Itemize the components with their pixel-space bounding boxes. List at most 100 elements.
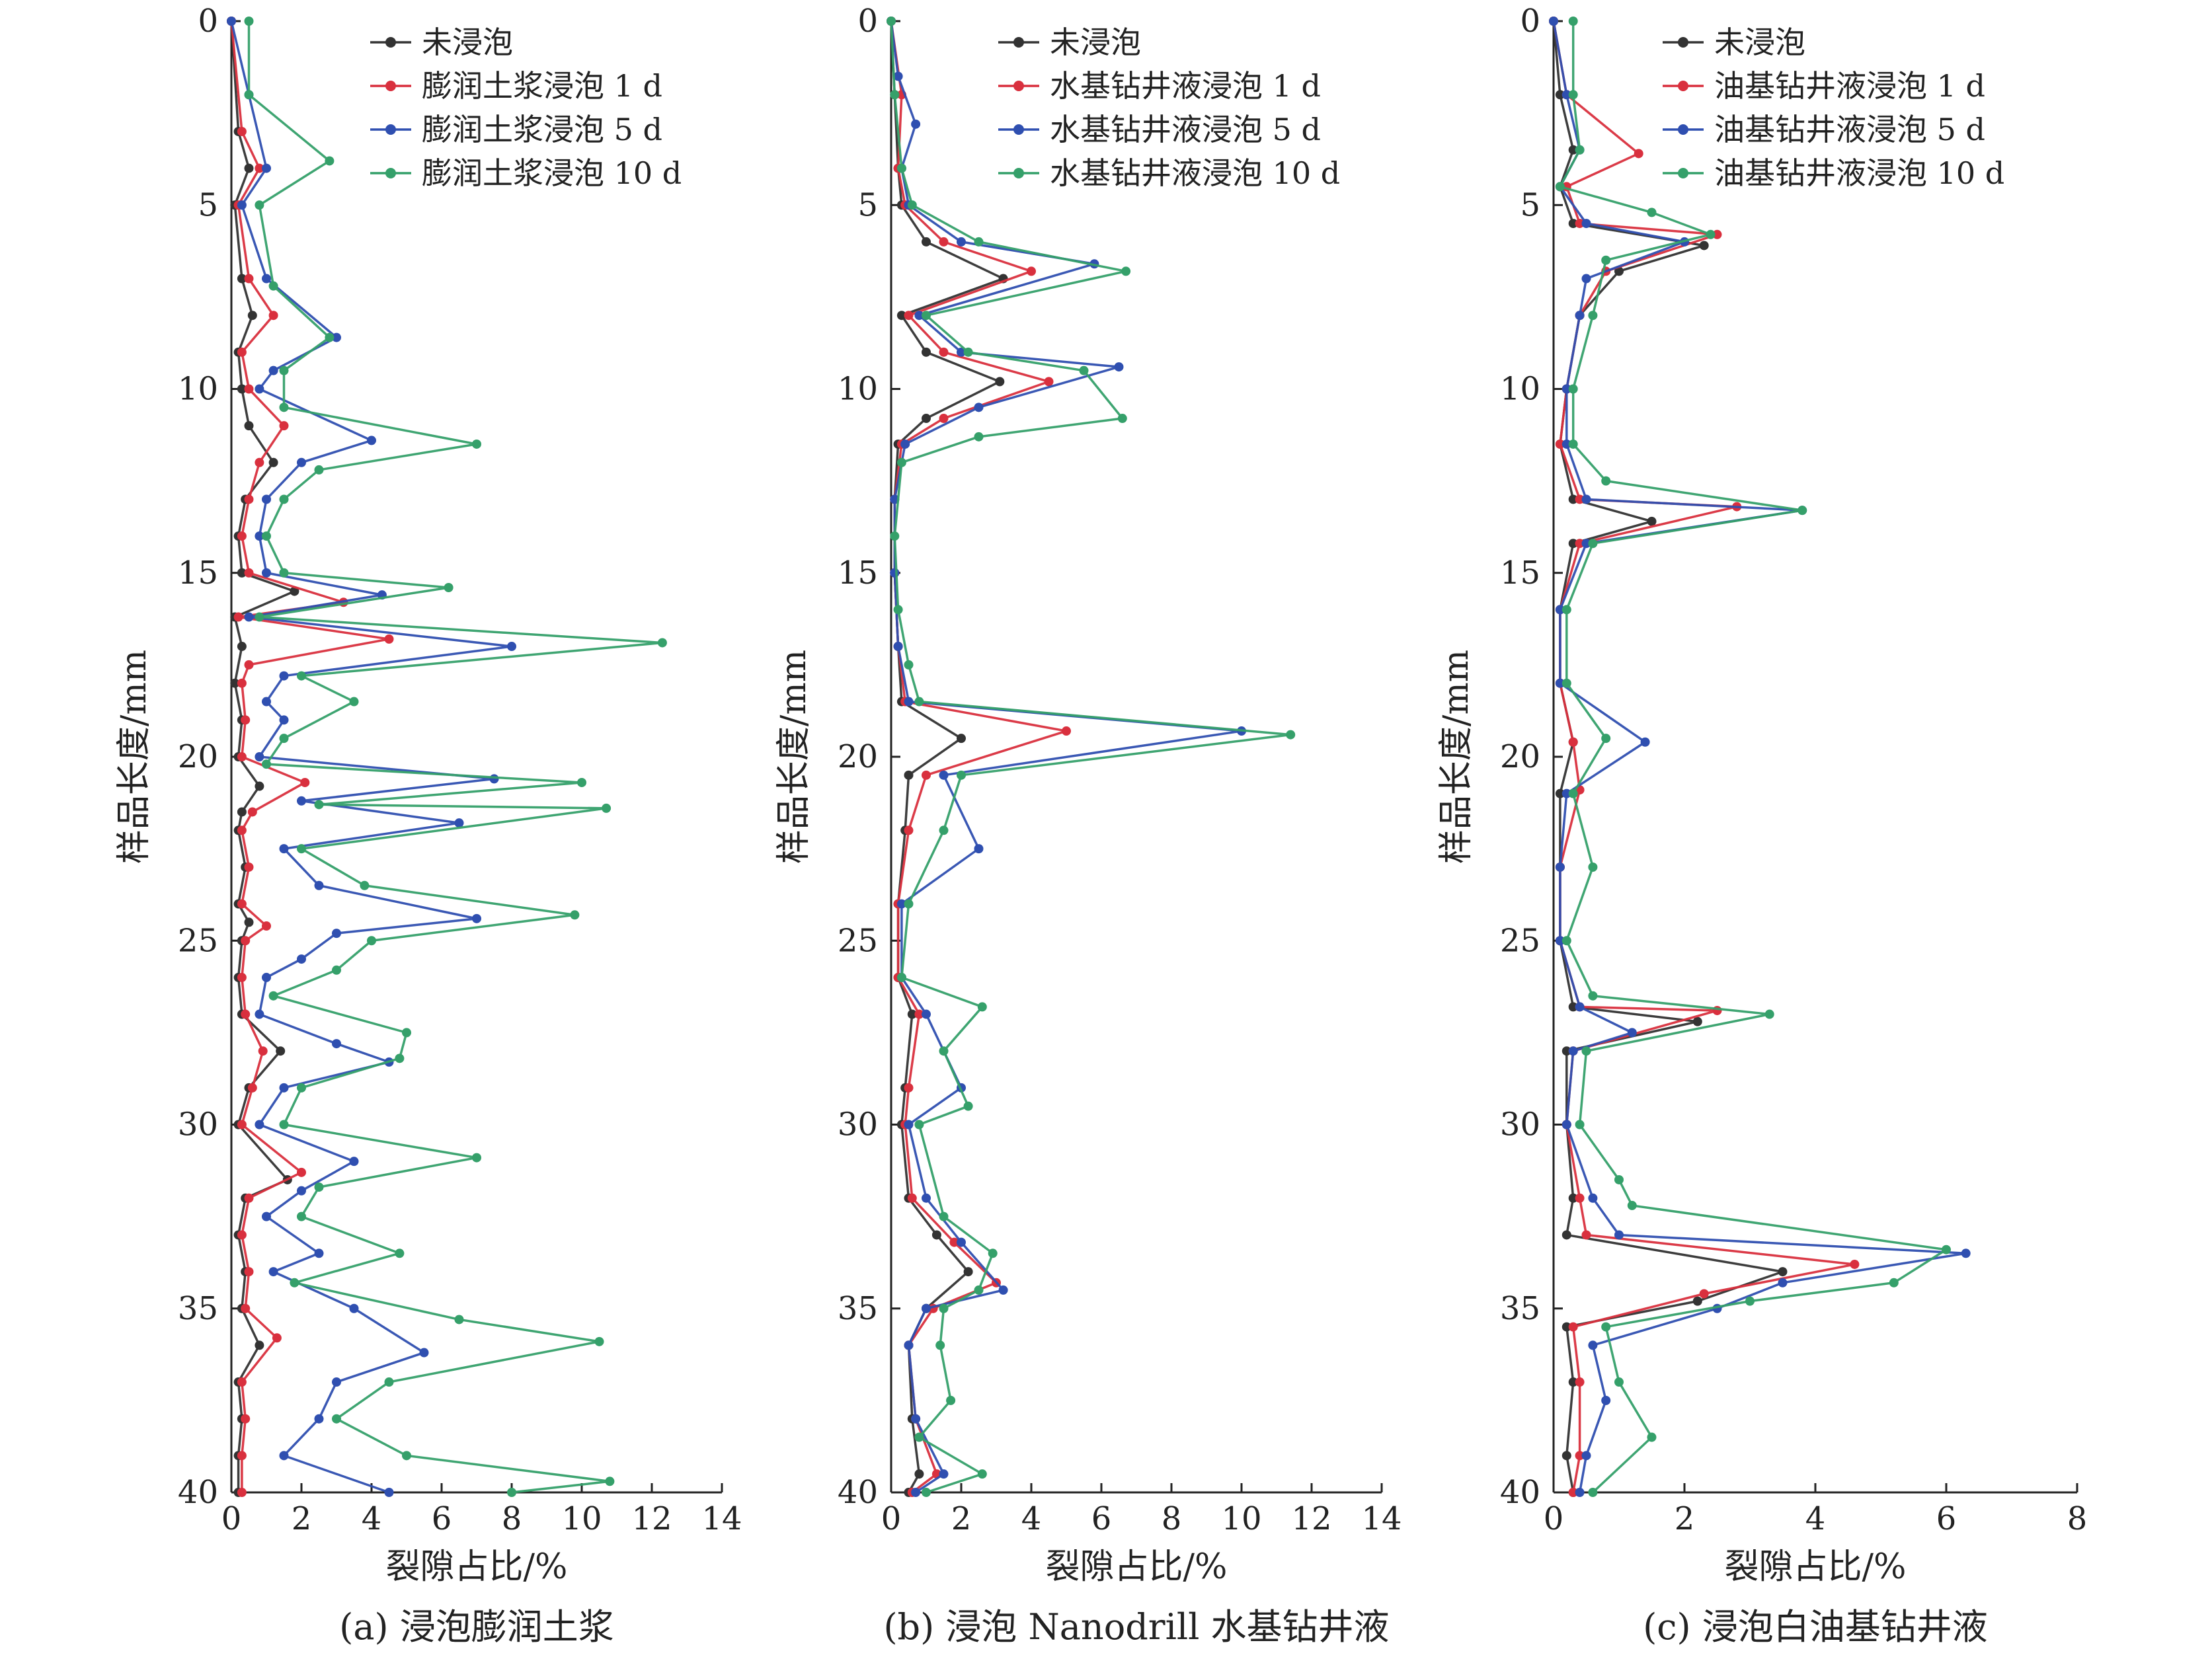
data-point [1575, 1002, 1585, 1012]
legend-label: 水基钻井液浸泡 5 d [1050, 112, 1321, 147]
y-tick-label: 5 [1520, 186, 1540, 223]
data-point [244, 274, 254, 284]
data-point [237, 1488, 247, 1497]
data-point [1614, 266, 1624, 276]
data-point [1575, 494, 1585, 504]
data-point [1568, 1488, 1578, 1497]
data-point [332, 1377, 341, 1387]
data-point [314, 1182, 324, 1192]
data-point [1601, 1395, 1611, 1405]
data-point [887, 17, 896, 26]
data-point [384, 1377, 394, 1387]
data-point [314, 880, 324, 890]
legend-marker [385, 168, 396, 178]
data-point [268, 311, 278, 321]
data-point [279, 1451, 289, 1461]
data-point [279, 734, 289, 744]
panel-caption: (a) 浸泡膨润土浆 [339, 1606, 614, 1648]
data-point [332, 332, 341, 342]
data-point [1568, 1046, 1578, 1056]
data-point [1588, 1193, 1598, 1203]
data-point [594, 1336, 604, 1346]
data-point [1121, 266, 1131, 276]
data-point [255, 1340, 264, 1350]
data-point [957, 237, 966, 247]
data-point [237, 642, 247, 652]
series-2 [227, 17, 516, 1497]
data-point [904, 697, 914, 707]
data-point [237, 972, 247, 982]
data-point [1555, 90, 1565, 100]
x-tick-label: 4 [1021, 1500, 1042, 1537]
data-point [1575, 311, 1585, 321]
data-point [1555, 936, 1565, 946]
data-point [1568, 1193, 1578, 1203]
data-point [241, 1009, 251, 1019]
data-point [890, 90, 900, 100]
y-tick-label: 40 [178, 1474, 218, 1511]
data-point [1062, 726, 1071, 736]
data-point [890, 531, 900, 541]
data-point [1764, 1009, 1774, 1019]
data-point [1568, 539, 1578, 549]
x-tick-label: 14 [701, 1500, 742, 1537]
data-point [1601, 734, 1611, 744]
x-axis-title: 裂隙占比/% [386, 1547, 568, 1587]
data-point [1575, 1488, 1585, 1497]
y-tick-label: 5 [198, 186, 218, 223]
data-point [957, 347, 966, 357]
data-point [1561, 788, 1571, 798]
y-tick-label: 40 [838, 1474, 878, 1511]
data-point [395, 1054, 405, 1063]
data-point [230, 678, 240, 688]
legend-label: 膨润土浆浸泡 10 d [422, 155, 682, 191]
data-point [931, 1230, 941, 1240]
data-point [255, 384, 264, 394]
data-point [237, 200, 247, 210]
legend-marker [1013, 37, 1024, 48]
data-point [244, 384, 254, 394]
data-point [332, 965, 341, 975]
data-point [1561, 1230, 1571, 1240]
data-point [279, 365, 289, 375]
data-point [349, 697, 359, 707]
data-point [255, 752, 264, 761]
data-point [1079, 365, 1089, 375]
data-point [1561, 1120, 1571, 1130]
data-point [332, 1039, 341, 1049]
legend-marker [385, 124, 396, 135]
y-tick-label: 15 [1500, 555, 1540, 592]
data-point [244, 494, 254, 504]
data-point [904, 1083, 914, 1093]
y-axis-title: 样品长度/mm [774, 650, 814, 864]
data-point [939, 770, 949, 780]
data-point [904, 1120, 914, 1130]
data-point [1575, 1377, 1585, 1387]
legend-label: 油基钻井液浸泡 1 d [1714, 68, 1985, 104]
data-point [1575, 539, 1585, 549]
legend-label: 未浸泡 [1714, 24, 1805, 60]
series-1 [227, 17, 394, 1497]
data-point [255, 1120, 264, 1130]
data-point [1588, 539, 1598, 549]
legend-label: 未浸泡 [1050, 24, 1141, 60]
data-point [1568, 788, 1578, 798]
data-point [489, 774, 499, 784]
data-point [507, 642, 516, 652]
data-point [922, 1193, 931, 1203]
data-point [939, 347, 949, 357]
data-point [1640, 737, 1650, 747]
x-tick-label: 10 [561, 1500, 602, 1537]
data-point [237, 1230, 247, 1240]
data-point [974, 844, 984, 854]
data-point [907, 1193, 917, 1203]
data-point [507, 1488, 516, 1497]
data-point [1561, 678, 1571, 688]
data-point [974, 432, 984, 442]
x-tick-label: 6 [432, 1500, 452, 1537]
data-point [998, 1285, 1008, 1295]
data-point [237, 531, 247, 541]
x-tick-label: 12 [1291, 1500, 1331, 1537]
data-point [957, 770, 966, 780]
data-point [939, 1469, 949, 1479]
